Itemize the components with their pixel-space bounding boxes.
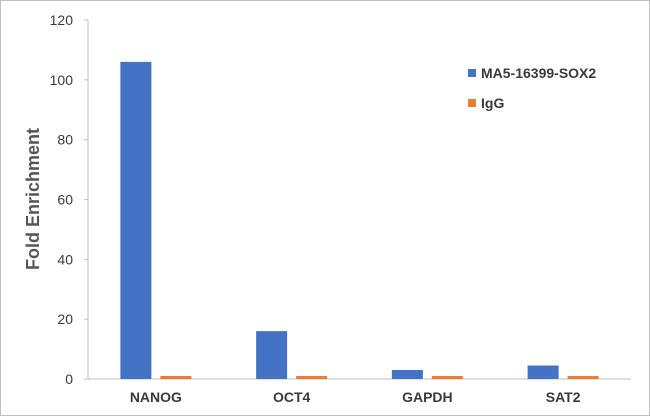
bar-sat2-igg: [567, 376, 599, 379]
y-tick-label: 40: [57, 251, 73, 267]
bar-sat2-sox2: [527, 365, 559, 379]
legend-label: IgG: [481, 95, 504, 111]
y-tick-label: 0: [65, 371, 73, 387]
bar-oct4-sox2: [256, 331, 288, 379]
y-tick-label: 120: [50, 12, 74, 28]
x-tick-label: SAT2: [546, 389, 581, 405]
x-axis: NANOG OCT4 GAPDH SAT2: [88, 378, 631, 405]
y-axis-title: Fold Enrichment: [23, 128, 43, 270]
bar-gapdh-igg: [431, 376, 463, 379]
legend: MA5-16399-SOX2 IgG: [468, 65, 596, 111]
bar-gapdh-sox2: [391, 370, 423, 379]
legend-label: MA5-16399-SOX2: [481, 65, 596, 81]
x-tick-label: NANOG: [130, 389, 182, 405]
bar-nanog-igg: [160, 376, 192, 379]
y-tick-label: 20: [57, 311, 73, 327]
legend-swatch: [468, 99, 476, 107]
y-tick-label: 100: [50, 72, 74, 88]
bar-oct4-igg: [296, 376, 328, 379]
y-tick-label: 60: [57, 192, 73, 208]
bar-nanog-sox2: [120, 61, 152, 380]
bars: [120, 61, 599, 380]
legend-swatch: [468, 69, 476, 77]
y-tick-label: 80: [57, 132, 73, 148]
x-tick-label: GAPDH: [402, 389, 453, 405]
x-tick-label: OCT4: [273, 389, 311, 405]
y-axis: 0 20 40 60 80 100 120: [50, 12, 89, 387]
